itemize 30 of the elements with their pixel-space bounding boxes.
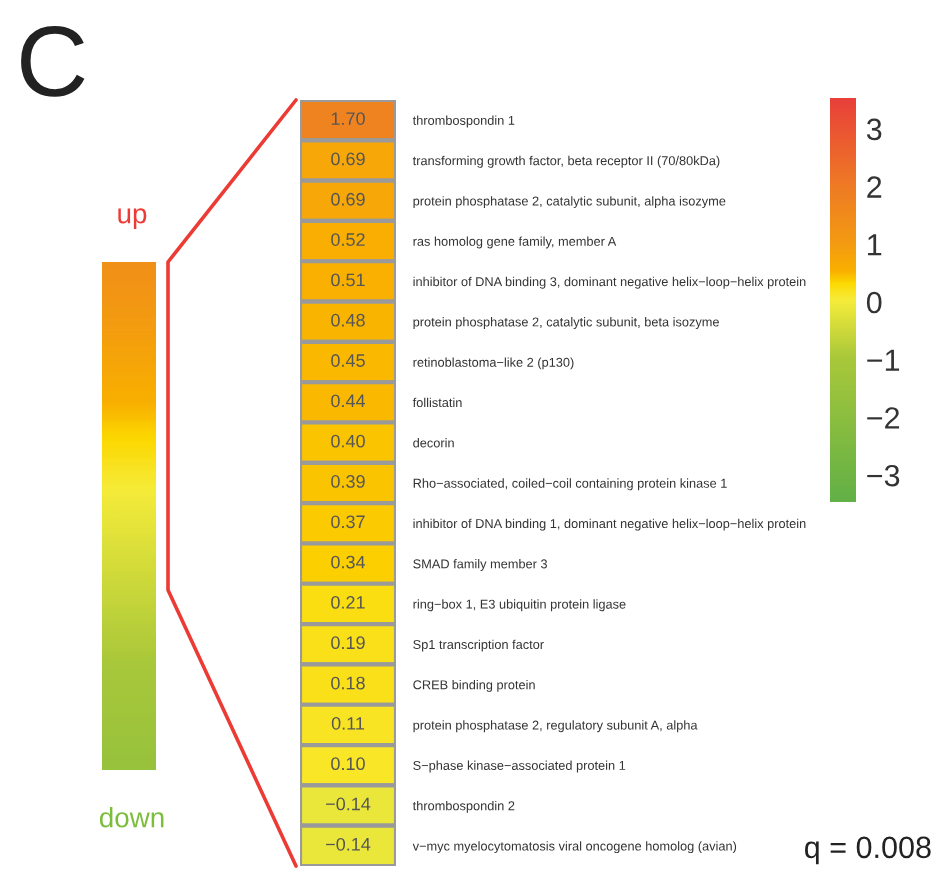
color-bar-label: −2 [867,407,900,429]
color-bar-label: −3 [867,464,900,487]
data-label: 0.69 [331,192,365,206]
color-bar-label: 2 [867,176,882,198]
data-label: 0.69 [331,152,365,166]
data-label: 0.45 [331,354,365,367]
data-label: 0.34 [331,555,366,569]
data-label: −0.14 [326,797,371,811]
data-label: 0.11 [331,716,365,730]
text: up [118,208,147,229]
data-label: 0.51 [331,273,365,287]
data-label: 0.18 [331,676,365,690]
text: down [99,807,164,828]
data-label: 0.39 [331,475,365,488]
data-label: −0.14 [326,837,371,851]
data-label: 0.44 [331,394,366,408]
data-label: 0.10 [331,757,365,771]
color-bar-label: 1 [868,234,882,256]
data-label: 0.40 [331,434,365,448]
data-label: 1.70 [331,112,365,125]
color-bar-label: −1 [867,349,900,371]
color-bar-label: 3 [866,118,882,141]
text: q = 0.008 [805,836,931,865]
data-label: 0.37 [331,515,365,529]
data-label: 0.19 [331,636,365,650]
data-label: 0.52 [331,233,365,246]
text: C [21,26,85,97]
color-bar-label: 0 [866,291,882,314]
data-label: 0.21 [331,596,365,609]
data-label: 0.48 [331,313,365,327]
